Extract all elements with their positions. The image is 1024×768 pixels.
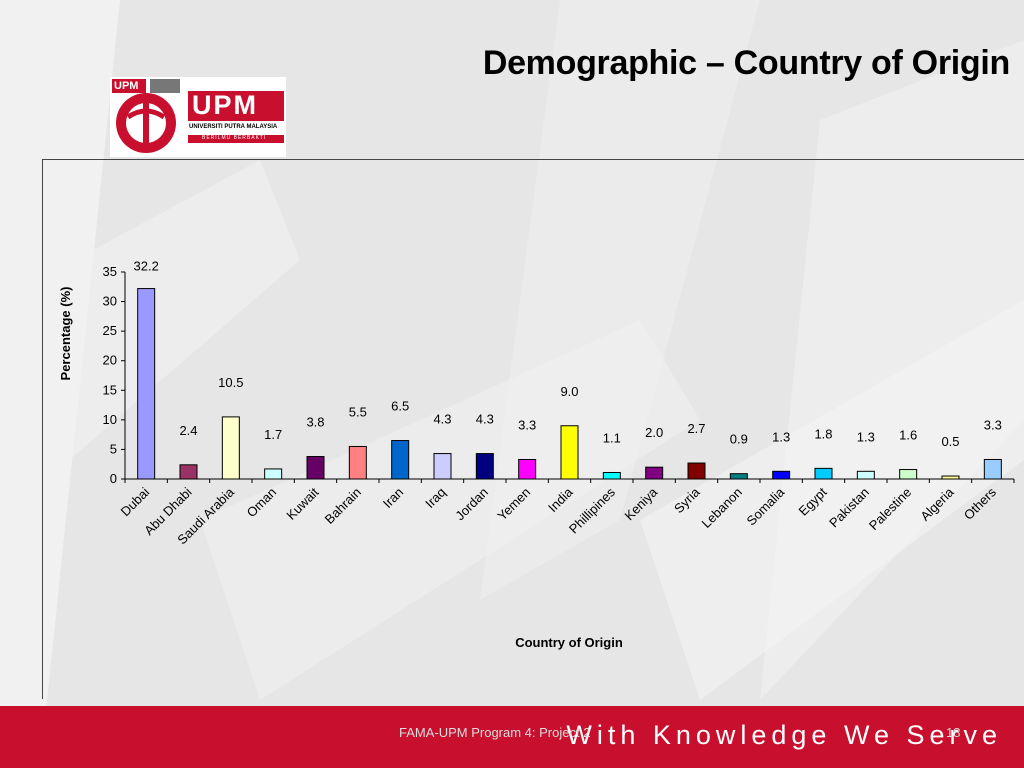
bar — [687, 462, 706, 480]
bar — [306, 456, 325, 480]
category-label: Somalia — [743, 484, 787, 528]
category-label: Phillipines — [566, 484, 618, 536]
data-label: 3.3 — [984, 417, 1002, 432]
footer-text: FAMA-UPM Program 4: Project 2 — [399, 725, 591, 740]
data-label: 1.6 — [899, 428, 917, 443]
data-label: 1.7 — [264, 427, 282, 442]
slogan: With Knowledge We Serve — [566, 720, 1002, 750]
title-divider — [42, 159, 1024, 160]
data-label: 1.3 — [772, 429, 790, 444]
bar — [560, 425, 579, 480]
bar — [475, 453, 494, 480]
category-label: Pakistan — [826, 485, 872, 531]
data-label: 2.7 — [687, 421, 705, 436]
category-label: Keniya — [622, 484, 661, 523]
category-label: Palestine — [866, 485, 914, 533]
data-label: 1.1 — [603, 430, 621, 445]
category-label: Iran — [380, 485, 406, 511]
category-label: Iraq — [422, 485, 448, 511]
data-label: 0.9 — [730, 432, 748, 447]
category-label: Kuwait — [283, 484, 321, 522]
data-label: 0.5 — [941, 434, 959, 449]
bar — [391, 440, 410, 480]
y-tick-label: 10 — [103, 412, 117, 427]
bar — [899, 469, 918, 480]
y-tick-label: 25 — [103, 323, 117, 338]
data-label: 3.8 — [306, 415, 324, 430]
category-label: Algeria — [917, 484, 957, 524]
y-tick-label: 35 — [103, 264, 117, 279]
upm-logo: UPM UPM UNIVERSITI PUTRA MALAYSIA BERILM… — [110, 77, 286, 157]
y-tick-label: 20 — [103, 353, 117, 368]
bar — [602, 471, 621, 480]
bar — [729, 473, 748, 480]
bar — [856, 470, 875, 480]
data-label: 2.0 — [645, 425, 663, 440]
logo-university-name: UNIVERSITI PUTRA MALAYSIA — [189, 124, 278, 130]
bar — [433, 453, 452, 480]
y-tick-label: 15 — [103, 382, 117, 397]
x-axis-title: Country of Origin — [515, 635, 623, 650]
page-number: 18 — [946, 725, 961, 740]
category-label: Syria — [671, 484, 703, 516]
data-label: 1.3 — [857, 429, 875, 444]
upm-logo-graphic — [112, 79, 284, 153]
bar — [221, 416, 240, 480]
bar — [518, 458, 537, 480]
bar — [983, 458, 1002, 480]
left-divider — [42, 159, 43, 699]
category-label: Others — [961, 484, 1000, 523]
category-label: Dubai — [118, 484, 153, 519]
bar — [941, 475, 960, 480]
data-label: 3.3 — [518, 417, 536, 432]
category-label: Oman — [244, 485, 280, 521]
data-label: 6.5 — [391, 399, 409, 414]
data-label: 4.3 — [433, 412, 451, 427]
data-label: 5.5 — [349, 404, 367, 419]
y-tick-label: 5 — [110, 441, 117, 456]
bar — [814, 467, 833, 480]
slide-title: Demographic – Country of Origin — [482, 44, 1010, 82]
bar — [772, 470, 791, 480]
category-label: Egypt — [796, 484, 830, 518]
data-label: 32.2 — [134, 259, 159, 274]
bar — [348, 445, 367, 480]
data-label: 2.4 — [179, 423, 197, 438]
logo-wordmark: UPM — [192, 90, 258, 120]
category-label: Yemen — [494, 485, 533, 524]
bar — [264, 468, 283, 480]
category-label: Lebanon — [699, 485, 745, 531]
logo-badge-text: UPM — [114, 80, 139, 92]
category-label: Bahrain — [322, 485, 364, 527]
data-label: 9.0 — [560, 384, 578, 399]
data-label: 4.3 — [476, 412, 494, 427]
logo-motto: BERILMU BERBAKTI — [202, 135, 267, 141]
category-label: India — [545, 484, 576, 515]
data-label: 1.8 — [814, 426, 832, 441]
y-axis-title: Percentage (%) — [58, 287, 73, 381]
bar — [137, 288, 156, 480]
y-tick-label: 30 — [103, 294, 117, 309]
category-label: Jordan — [452, 485, 491, 524]
y-tick-label: 0 — [110, 471, 117, 486]
bar — [645, 466, 664, 480]
footer-bar — [0, 706, 1024, 768]
data-label: 10.5 — [218, 375, 243, 390]
bar — [179, 464, 198, 480]
